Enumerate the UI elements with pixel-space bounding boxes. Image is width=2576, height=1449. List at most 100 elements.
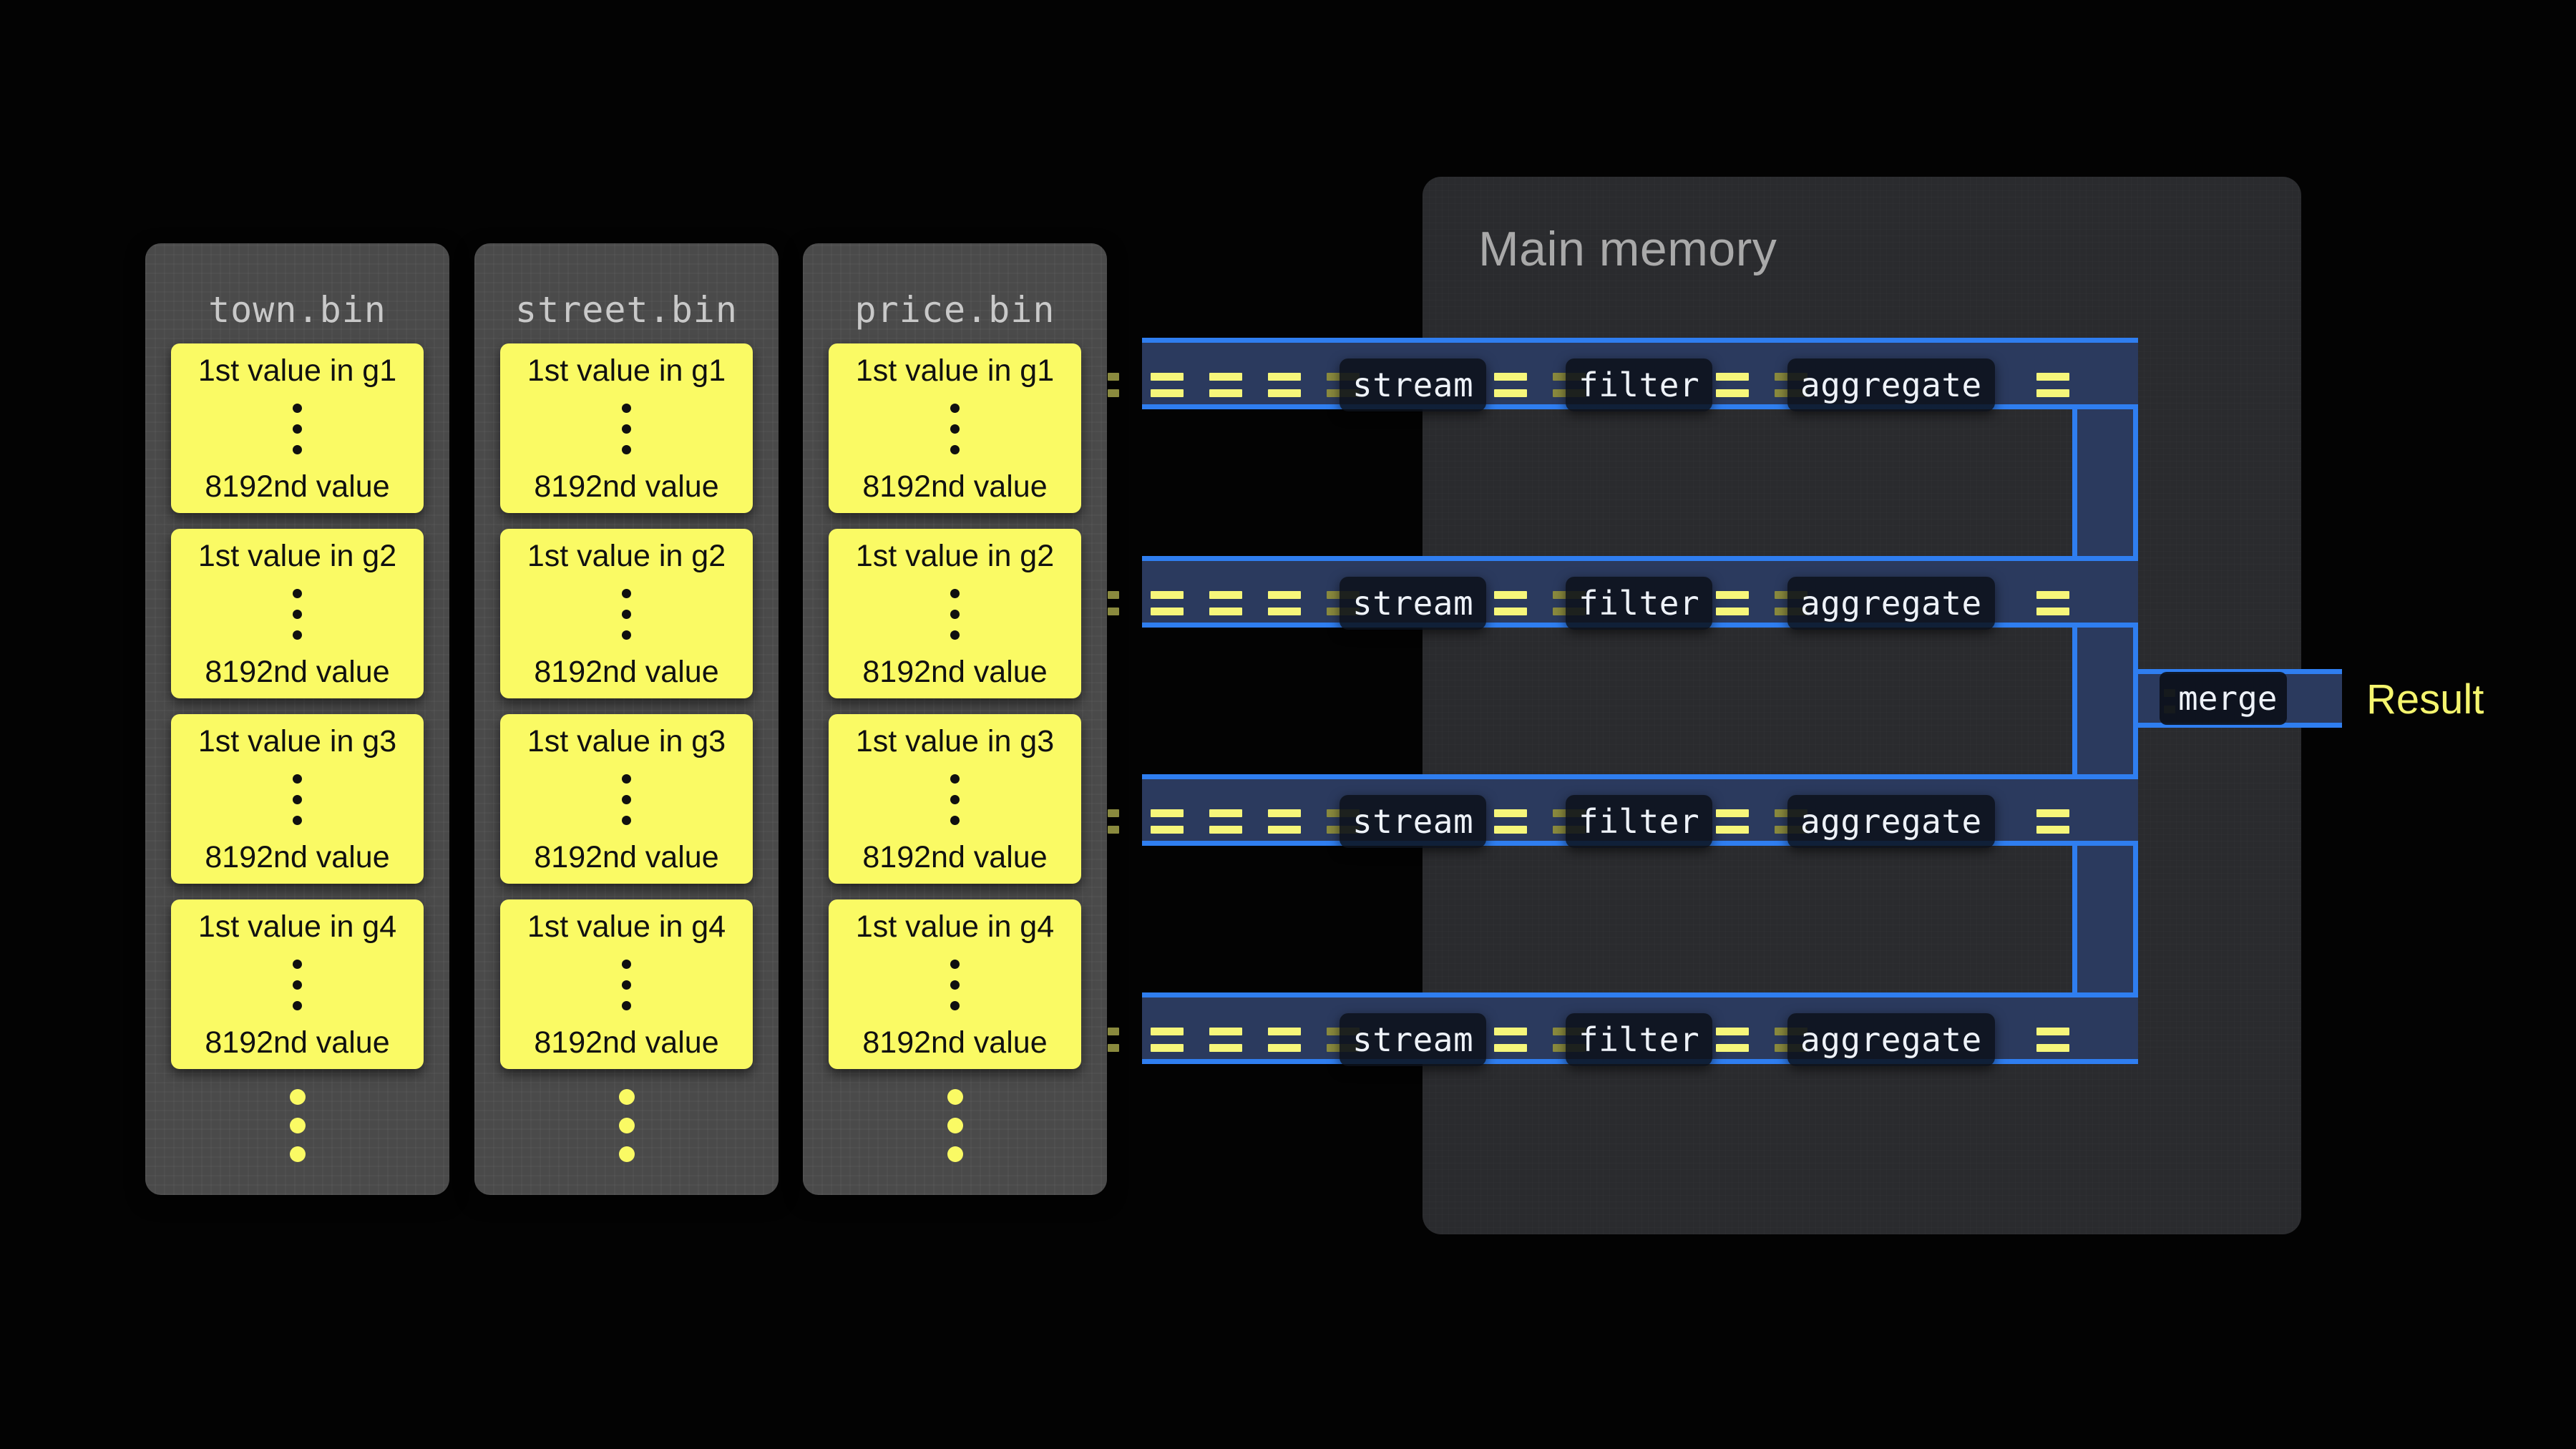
pipeline-stage-filter[interactable]: filter bbox=[1566, 1013, 1713, 1066]
row-group-first-value: 1st value in g2 bbox=[527, 539, 726, 573]
flow-dash-icon bbox=[1494, 373, 1527, 397]
flow-dash-icon bbox=[1716, 373, 1749, 397]
row-group-first-value: 1st value in g4 bbox=[855, 909, 1055, 944]
row-group-list: 1st value in g1 8192nd value 1st value i… bbox=[171, 343, 424, 1085]
flow-dash-icon bbox=[1151, 1028, 1184, 1052]
pipeline-stage-filter[interactable]: filter bbox=[1566, 795, 1713, 848]
vertical-dots-icon bbox=[171, 774, 424, 827]
flow-dash-icon bbox=[1108, 809, 1119, 834]
row-group-first-value: 1st value in g2 bbox=[855, 539, 1055, 573]
row-group-block: 1st value in g4 8192nd value bbox=[171, 899, 424, 1069]
flow-dash-icon bbox=[1209, 591, 1242, 615]
vertical-dots-icon bbox=[829, 774, 1081, 827]
pipeline-stage-aggregate[interactable]: aggregate bbox=[1787, 358, 1995, 411]
row-group-last-value: 8192nd value bbox=[534, 1025, 719, 1060]
row-group-list: 1st value in g1 8192nd value 1st value i… bbox=[500, 343, 753, 1085]
row-group-block: 1st value in g2 8192nd value bbox=[171, 529, 424, 698]
row-group-first-value: 1st value in g2 bbox=[197, 539, 397, 573]
flow-dash-icon bbox=[1494, 591, 1527, 615]
vertical-dots-icon bbox=[171, 404, 424, 457]
vertical-dots-icon bbox=[500, 404, 753, 457]
row-group-list: 1st value in g1 8192nd value 1st value i… bbox=[829, 343, 1081, 1085]
flow-dash-icon bbox=[1151, 373, 1184, 397]
pipeline-stage-stream[interactable]: stream bbox=[1340, 358, 1487, 411]
row-group-first-value: 1st value in g3 bbox=[197, 724, 397, 758]
row-group-block: 1st value in g4 8192nd value bbox=[829, 899, 1081, 1069]
column-continuation-dots-icon bbox=[145, 1089, 449, 1175]
bin-file-name: price.bin bbox=[854, 289, 1055, 331]
flow-dash-icon bbox=[1716, 591, 1749, 615]
flow-dash-icon bbox=[1108, 591, 1119, 615]
vertical-dots-icon bbox=[171, 960, 424, 1013]
row-group-last-value: 8192nd value bbox=[862, 469, 1048, 504]
pipeline-stage-aggregate[interactable]: aggregate bbox=[1787, 577, 1995, 630]
row-group-first-value: 1st value in g1 bbox=[197, 353, 397, 388]
row-group-last-value: 8192nd value bbox=[205, 469, 390, 504]
flow-dash-icon bbox=[1108, 373, 1119, 397]
flow-dash-icon bbox=[1716, 809, 1749, 834]
row-group-first-value: 1st value in g4 bbox=[197, 909, 397, 944]
row-group-block: 1st value in g3 8192nd value bbox=[829, 714, 1081, 884]
flow-dash-icon bbox=[1268, 1028, 1301, 1052]
bin-column-price: price.bin 1st value in g1 8192nd value 1… bbox=[803, 243, 1107, 1195]
bin-column-town: town.bin 1st value in g1 8192nd value 1s… bbox=[145, 243, 449, 1195]
bin-file-name: town.bin bbox=[208, 289, 386, 331]
flow-dash-icon bbox=[1108, 1028, 1119, 1052]
flow-dash-icon bbox=[2036, 591, 2069, 615]
row-group-first-value: 1st value in g3 bbox=[855, 724, 1055, 758]
row-group-last-value: 8192nd value bbox=[862, 1025, 1048, 1060]
vertical-dots-icon bbox=[829, 960, 1081, 1013]
pipeline-stage-filter[interactable]: filter bbox=[1566, 358, 1713, 411]
row-group-first-value: 1st value in g1 bbox=[855, 353, 1055, 388]
flow-dash-icon bbox=[2036, 373, 2069, 397]
flow-dash-icon bbox=[1268, 591, 1301, 615]
bin-column-street: street.bin 1st value in g1 8192nd value … bbox=[474, 243, 779, 1195]
pipeline-stage-filter[interactable]: filter bbox=[1566, 577, 1713, 630]
column-continuation-dots-icon bbox=[474, 1089, 779, 1175]
row-group-last-value: 8192nd value bbox=[205, 840, 390, 874]
vertical-dots-icon bbox=[500, 774, 753, 827]
vertical-dots-icon bbox=[171, 589, 424, 642]
row-group-block: 1st value in g3 8192nd value bbox=[500, 714, 753, 884]
vertical-dots-icon bbox=[500, 589, 753, 642]
pipeline-stage-merge[interactable]: merge bbox=[2160, 672, 2288, 725]
row-group-last-value: 8192nd value bbox=[534, 840, 719, 874]
vertical-dots-icon bbox=[500, 960, 753, 1013]
row-group-first-value: 1st value in g1 bbox=[527, 353, 726, 388]
main-memory-label: Main memory bbox=[1478, 222, 1777, 276]
row-group-last-value: 8192nd value bbox=[205, 655, 390, 689]
row-group-last-value: 8192nd value bbox=[862, 840, 1048, 874]
flow-dash-icon bbox=[2036, 809, 2069, 834]
flow-dash-icon bbox=[1716, 1028, 1749, 1052]
flow-dash-icon bbox=[1209, 809, 1242, 834]
pipeline-stage-stream[interactable]: stream bbox=[1340, 1013, 1487, 1066]
row-group-last-value: 8192nd value bbox=[205, 1025, 390, 1060]
row-group-block: 1st value in g3 8192nd value bbox=[171, 714, 424, 884]
flow-dash-icon bbox=[1268, 373, 1301, 397]
row-group-block: 1st value in g2 8192nd value bbox=[500, 529, 753, 698]
result-label: Result bbox=[2366, 676, 2484, 723]
row-group-block: 1st value in g4 8192nd value bbox=[500, 899, 753, 1069]
pipeline-stage-stream[interactable]: stream bbox=[1340, 577, 1487, 630]
flow-dash-icon bbox=[1209, 1028, 1242, 1052]
row-group-block: 1st value in g1 8192nd value bbox=[829, 343, 1081, 513]
row-group-first-value: 1st value in g4 bbox=[527, 909, 726, 944]
row-group-last-value: 8192nd value bbox=[534, 655, 719, 689]
row-group-block: 1st value in g1 8192nd value bbox=[171, 343, 424, 513]
row-group-last-value: 8192nd value bbox=[534, 469, 719, 504]
row-group-block: 1st value in g2 8192nd value bbox=[829, 529, 1081, 698]
row-group-block: 1st value in g1 8192nd value bbox=[500, 343, 753, 513]
pipeline-trunk-wall bbox=[2072, 628, 2077, 792]
flow-dash-icon bbox=[1151, 809, 1184, 834]
pipeline-stage-aggregate[interactable]: aggregate bbox=[1787, 1013, 1995, 1066]
pipeline-stage-aggregate[interactable]: aggregate bbox=[1787, 795, 1995, 848]
vertical-dots-icon bbox=[829, 404, 1081, 457]
pipeline-stage-stream[interactable]: stream bbox=[1340, 795, 1487, 848]
row-group-first-value: 1st value in g3 bbox=[527, 724, 726, 758]
flow-dash-icon bbox=[1494, 1028, 1527, 1052]
flow-dash-icon bbox=[1151, 591, 1184, 615]
pipeline-trunk bbox=[2072, 338, 2138, 1060]
flow-dash-icon bbox=[2036, 1028, 2069, 1052]
